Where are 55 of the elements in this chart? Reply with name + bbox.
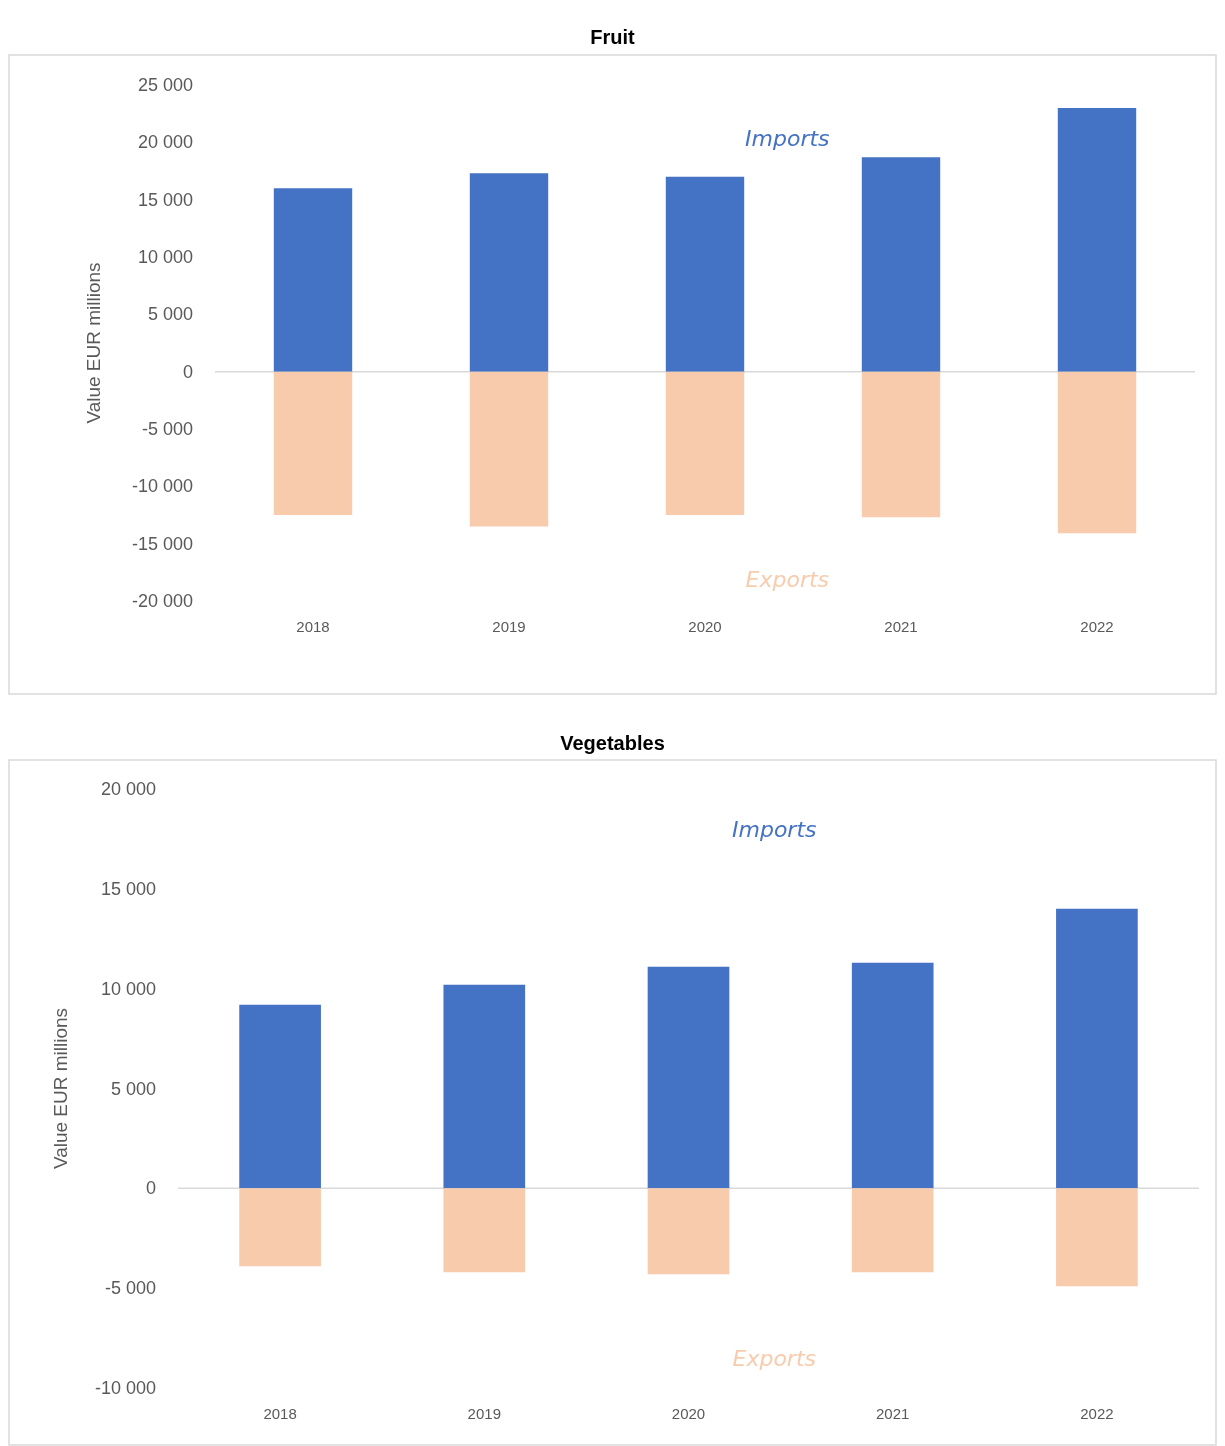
y-tick-label: -20 000 <box>131 591 193 611</box>
y-tick-label: -15 000 <box>131 533 193 554</box>
x-tick-label: 2019 <box>467 1405 501 1422</box>
y-tick-label: 15 000 <box>137 189 193 210</box>
y-tick-label: 20 000 <box>137 132 193 153</box>
bar <box>469 371 549 527</box>
chart-title: Fruit <box>590 26 636 48</box>
bar <box>861 371 941 518</box>
y-tick-label: -10 000 <box>131 476 193 497</box>
y-tick-label: -5 000 <box>141 419 193 439</box>
bar <box>1057 371 1137 534</box>
bar <box>1057 107 1137 372</box>
bar <box>861 157 941 372</box>
y-tick-label: 15 000 <box>100 878 156 899</box>
bar <box>1056 908 1138 1189</box>
bar <box>469 173 549 372</box>
y-tick-label: 0 <box>145 1178 156 1199</box>
bar <box>443 984 526 1189</box>
text: Imports <box>732 816 817 842</box>
y-tick-label: 5 000 <box>110 1078 156 1099</box>
y-tick-label: -10 000 <box>94 1378 156 1398</box>
bar <box>665 176 745 372</box>
x-tick-label: 2021 <box>884 618 918 635</box>
bar <box>1056 1188 1138 1287</box>
y-axis-title: Value EUR millions <box>50 1007 71 1170</box>
x-tick-label: 2020 <box>688 618 722 635</box>
y-tick-label: 20 000 <box>100 779 156 799</box>
y-tick-label: 10 000 <box>137 247 193 267</box>
text: Exports <box>745 566 830 592</box>
chart-title: Vegetables <box>560 732 665 754</box>
bar <box>443 1188 526 1273</box>
x-tick-label: 2022 <box>1080 618 1114 635</box>
y-tick-label: 10 000 <box>100 978 156 999</box>
x-tick-label: 2020 <box>671 1405 706 1422</box>
bar <box>647 1188 730 1275</box>
y-tick-label: 0 <box>182 361 193 382</box>
bar <box>647 966 730 1189</box>
y-axis-title: Value EUR millions <box>83 262 104 424</box>
bar <box>273 371 353 515</box>
bar <box>665 371 745 515</box>
bar <box>851 962 934 1189</box>
y-tick-label: -5 000 <box>104 1278 156 1299</box>
x-tick-label: 2022 <box>1080 1405 1114 1422</box>
bar <box>239 1188 321 1267</box>
x-tick-label: 2018 <box>296 618 330 635</box>
text: Exports <box>732 1345 817 1371</box>
series-label: Imports <box>745 125 830 151</box>
x-tick-label: 2021 <box>876 1405 910 1422</box>
y-tick-label: 5 000 <box>147 304 193 325</box>
bar <box>273 188 353 372</box>
bar <box>851 1188 934 1273</box>
y-tick-label: 25 000 <box>137 75 193 95</box>
x-tick-label: 2019 <box>492 618 526 635</box>
bar <box>239 1004 321 1189</box>
x-tick-label: 2018 <box>263 1405 297 1422</box>
